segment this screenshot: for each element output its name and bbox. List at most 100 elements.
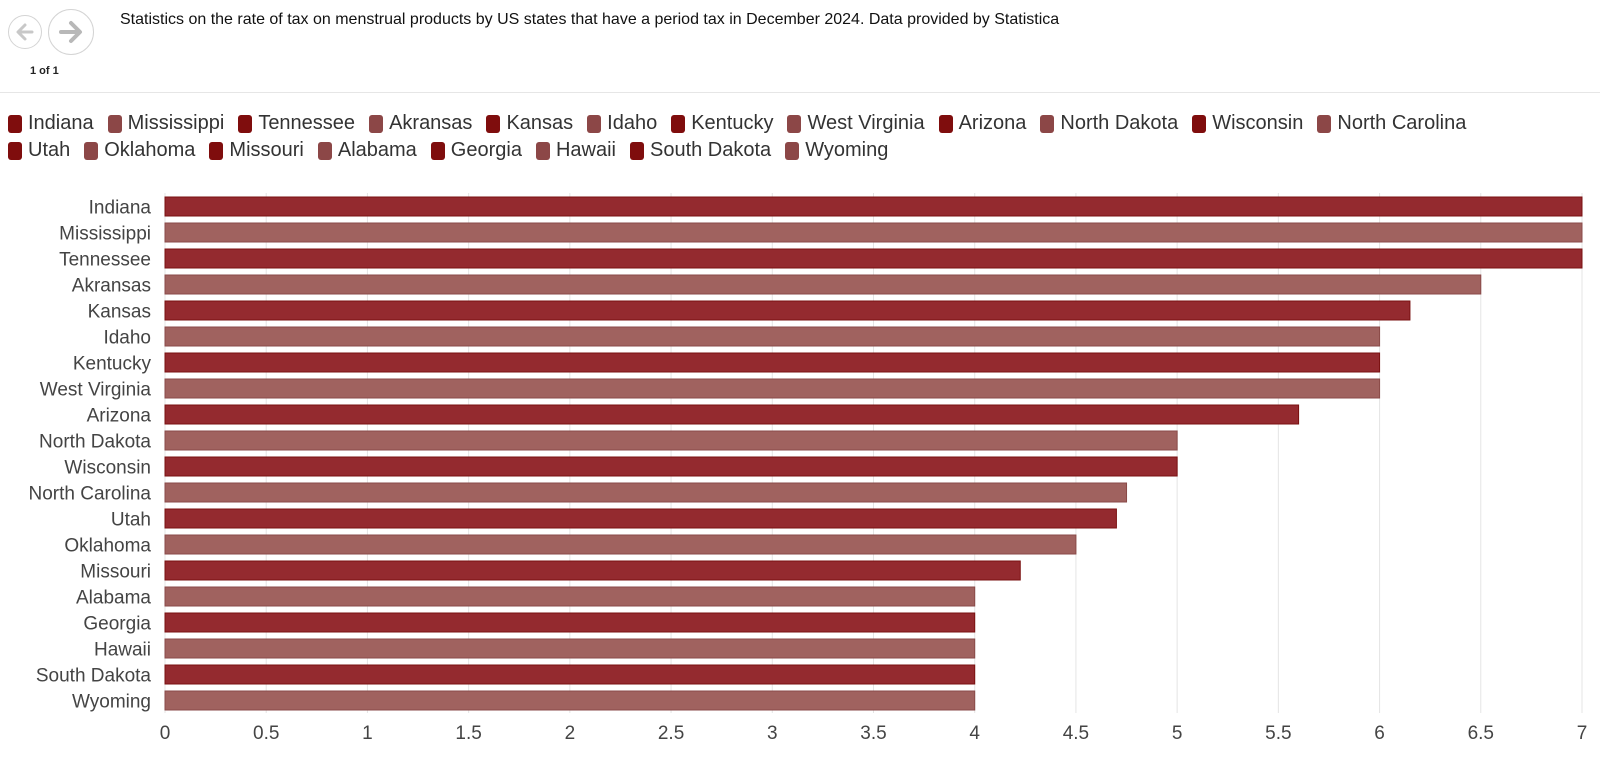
chart-title: Statistics on the rate of tax on menstru… [120, 11, 1060, 28]
legend-label: Indiana [28, 112, 94, 134]
category-label: Wisconsin [64, 458, 151, 479]
legend-item[interactable]: North Dakota [1040, 112, 1178, 135]
legend-item[interactable]: Kansas [486, 112, 573, 135]
bar [164, 378, 1381, 399]
category-label: Mississippi [59, 224, 151, 245]
bar [164, 456, 1178, 477]
x-tick-label: 6.5 [1468, 723, 1494, 744]
legend-swatch [8, 141, 22, 160]
x-tick-label: 5 [1172, 723, 1183, 744]
legend-item[interactable]: Kentucky [671, 112, 773, 135]
category-label: Oklahoma [64, 536, 151, 557]
bar [164, 586, 976, 607]
legend-label: Wyoming [805, 139, 889, 161]
legend-swatch [1040, 114, 1055, 133]
x-tick-label: 4 [969, 723, 980, 744]
x-tick-label: 4.5 [1063, 723, 1089, 744]
category-label: Kansas [88, 302, 151, 323]
legend-swatch [317, 141, 332, 160]
category-label: Utah [111, 510, 151, 531]
legend-swatch [938, 114, 953, 133]
bar [164, 274, 1482, 295]
bar [164, 248, 1583, 269]
category-label: Missouri [80, 562, 151, 583]
legend-swatch [785, 141, 800, 160]
bar [164, 300, 1411, 321]
bar [164, 508, 1117, 529]
legend-swatch [587, 114, 602, 133]
legend-item[interactable]: West Virginia [787, 112, 925, 135]
x-tick-label: 1 [362, 723, 373, 744]
legend-swatch [369, 114, 384, 133]
legend-swatch [787, 114, 802, 133]
legend-label: Arizona [958, 112, 1027, 134]
legend-item[interactable]: Georgia [430, 139, 522, 162]
legend-item[interactable]: Arizona [938, 112, 1027, 135]
legend-swatch [671, 114, 686, 133]
x-tick-label: 3 [767, 723, 778, 744]
legend-label: Alabama [337, 139, 417, 161]
bar [164, 612, 976, 633]
legend-label: West Virginia [807, 112, 925, 134]
category-label: South Dakota [36, 666, 152, 687]
legend-item[interactable]: Missouri [209, 139, 304, 162]
category-label: Akransas [72, 276, 151, 297]
bar [164, 638, 976, 659]
legend: Indiana Mississippi Tennessee Akransas Kansa… [8, 110, 1588, 164]
bar [164, 534, 1077, 555]
legend-label: Mississippi [127, 112, 225, 134]
legend-label: Utah [28, 139, 71, 161]
legend-swatch [8, 114, 22, 133]
legend-label: Akransas [389, 112, 473, 134]
bar-chart: Indiana Mississippi Tennessee Akransas Kansa… [29, 193, 1588, 744]
category-label: Arizona [87, 406, 152, 427]
legend-item[interactable]: North Carolina [1317, 112, 1466, 135]
x-tick-label: 1.5 [455, 723, 481, 744]
x-tick-label: 5.5 [1265, 723, 1291, 744]
x-tick-label: 2 [565, 723, 576, 744]
legend-item[interactable]: Oklahoma [84, 139, 195, 162]
legend-item[interactable]: Mississippi [107, 112, 225, 135]
legend-swatch [84, 141, 99, 160]
category-label: Tennessee [59, 250, 151, 271]
category-label: West Virginia [40, 380, 152, 401]
legend-swatch [107, 114, 122, 133]
arrow-left-icon [16, 23, 34, 41]
legend-label: Kentucky [691, 112, 774, 134]
top-bar: 1 of 1 Statistics on the rate of tax on … [0, 0, 1600, 93]
legend-swatch [629, 141, 644, 160]
legend-label: Wisconsin [1212, 112, 1304, 134]
legend-row: Utah Oklahoma Missouri Alabama Georgia Hawaii… [8, 137, 1588, 164]
legend-item[interactable]: Hawaii [535, 139, 616, 162]
category-label: Indiana [89, 198, 152, 219]
legend-label: Idaho [607, 112, 658, 134]
legend-item[interactable]: Alabama [317, 139, 417, 162]
bar [164, 196, 1583, 217]
bar [164, 430, 1178, 451]
x-tick-label: 7 [1577, 723, 1588, 744]
page-count: 1 of 1 [30, 65, 59, 77]
legend-label: North Carolina [1337, 112, 1467, 134]
legend-label: Hawaii [555, 139, 616, 161]
legend-swatch [1192, 114, 1207, 133]
bar [164, 352, 1381, 373]
category-label: Wyoming [72, 692, 151, 713]
legend-label: Missouri [229, 139, 304, 161]
legend-item[interactable]: Indiana [8, 112, 94, 135]
previous-page-button[interactable] [8, 15, 42, 49]
category-label: Hawaii [94, 640, 151, 661]
legend-item[interactable]: Akransas [369, 112, 472, 135]
bar [164, 326, 1381, 347]
category-label: North Dakota [39, 432, 151, 453]
legend-item[interactable]: Utah [8, 139, 70, 162]
x-tick-label: 0.5 [253, 723, 279, 744]
legend-item[interactable]: Idaho [587, 112, 657, 135]
legend-item[interactable]: Wyoming [785, 139, 888, 162]
legend-label: Georgia [450, 139, 522, 161]
legend-item[interactable]: Wisconsin [1192, 112, 1303, 135]
x-tick-label: 6 [1374, 723, 1385, 744]
next-page-button[interactable] [48, 9, 94, 55]
legend-item[interactable]: Tennessee [238, 112, 355, 135]
legend-item[interactable]: South Dakota [629, 139, 771, 162]
bar [164, 690, 976, 711]
